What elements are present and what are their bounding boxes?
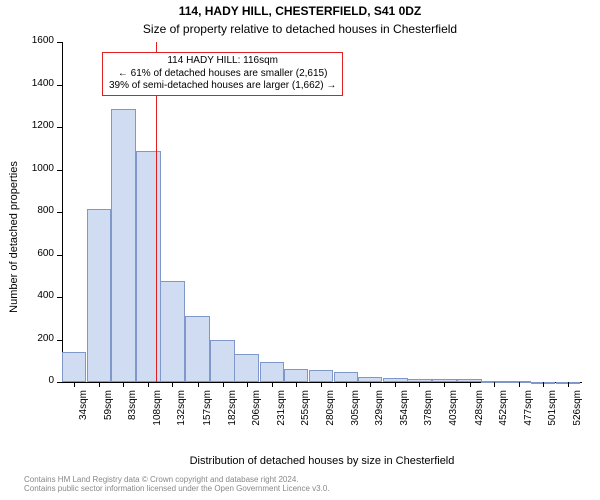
annotation-line: 39% of semi-detached houses are larger (… [109,80,336,93]
page-subtitle: Size of property relative to detached ho… [0,22,600,36]
x-tick [494,382,495,387]
y-tick-label: 1400 [22,78,54,89]
x-tick [419,382,420,387]
y-tick [57,340,62,341]
footer: Contains HM Land Registry data © Crown c… [24,476,330,494]
annotation-line: ← 61% of detached houses are smaller (2,… [109,68,336,81]
y-tick-label: 600 [22,248,54,259]
y-tick [57,255,62,256]
x-tick-label: 428sqm [474,390,485,438]
x-tick [223,382,224,387]
y-tick-label: 800 [22,205,54,216]
y-tick [57,382,62,383]
y-tick-label: 0 [22,375,54,386]
y-tick-label: 1600 [22,35,54,46]
x-tick-label: 477sqm [523,390,534,438]
x-tick-label: 157sqm [202,390,213,438]
x-tick [444,382,445,387]
y-axis-label-text: Number of detached properties [8,42,20,432]
y-tick-label: 200 [22,333,54,344]
y-tick [57,170,62,171]
x-tick-label: 403sqm [448,390,459,438]
x-tick [543,382,544,387]
x-tick [272,382,273,387]
y-tick [57,297,62,298]
x-tick-label: 108sqm [152,390,163,438]
x-tick [148,382,149,387]
y-tick [57,85,62,86]
x-tick [346,382,347,387]
y-axis-label: Number of detached properties [8,42,24,432]
histogram-bar [160,281,185,382]
x-tick [370,382,371,387]
x-tick-label: 34sqm [78,390,89,438]
y-tick [57,127,62,128]
histogram-bar [260,362,285,382]
annotation-line: 114 HADY HILL: 116sqm [109,55,336,68]
x-tick-label: 305sqm [350,390,361,438]
annotation-box: 114 HADY HILL: 116sqm← 61% of detached h… [102,52,343,96]
x-tick [172,382,173,387]
x-tick [123,382,124,387]
x-tick [99,382,100,387]
x-tick [247,382,248,387]
y-tick [57,42,62,43]
x-tick-label: 59sqm [103,390,114,438]
x-tick-label: 132sqm [176,390,187,438]
chart-page: 114, HADY HILL, CHESTERFIELD, S41 0DZ Si… [0,0,600,500]
x-tick [198,382,199,387]
x-tick [74,382,75,387]
histogram-bar [62,352,87,382]
y-tick [57,212,62,213]
y-tick-label: 1000 [22,163,54,174]
x-tick [568,382,569,387]
y-tick-label: 1200 [22,120,54,131]
x-tick [321,382,322,387]
x-tick [519,382,520,387]
x-tick-label: 231sqm [276,390,287,438]
x-tick [296,382,297,387]
y-tick-label: 400 [22,290,54,301]
histogram-bar [111,109,136,382]
footer-line-2: Contains public sector information licen… [24,485,330,494]
x-tick-label: 378sqm [423,390,434,438]
x-tick-label: 329sqm [374,390,385,438]
x-tick-label: 182sqm [227,390,238,438]
chart-plot-area: 0200400600800100012001400160034sqm59sqm8… [62,42,582,432]
x-tick-label: 354sqm [399,390,410,438]
x-tick-label: 206sqm [251,390,262,438]
histogram-bar [185,316,210,382]
x-tick [470,382,471,387]
histogram-bar [309,370,334,382]
page-title: 114, HADY HILL, CHESTERFIELD, S41 0DZ [0,4,600,18]
histogram-bar [87,209,112,382]
x-tick-label: 255sqm [300,390,311,438]
x-axis-label: Distribution of detached houses by size … [62,455,582,467]
y-axis-line [62,42,63,382]
x-tick-label: 280sqm [325,390,336,438]
histogram-bar [210,340,235,383]
histogram-bar [334,372,359,382]
histogram-bar [234,354,259,382]
x-tick [395,382,396,387]
x-tick-label: 501sqm [547,390,558,438]
x-tick-label: 526sqm [572,390,583,438]
x-tick-label: 83sqm [127,390,138,438]
x-tick-label: 452sqm [498,390,509,438]
histogram-bar [284,369,309,382]
